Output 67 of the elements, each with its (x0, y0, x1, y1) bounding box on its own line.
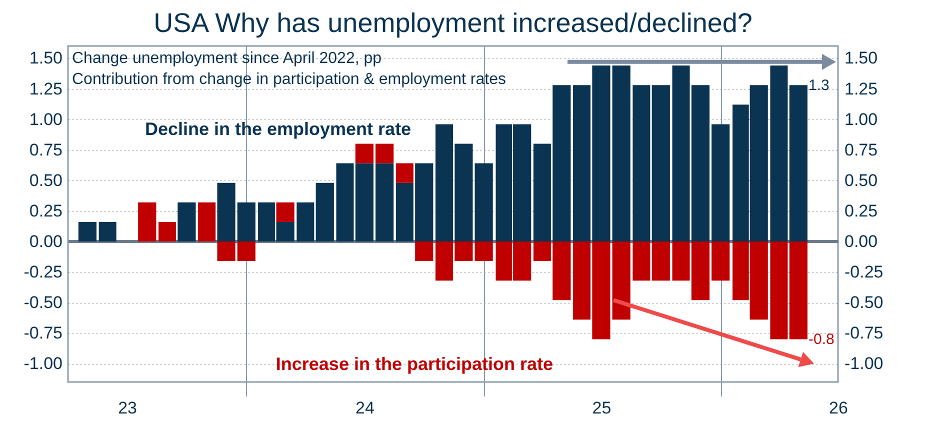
annotation: 1.3 (808, 77, 830, 94)
y2-tick-label: -0.25 (844, 262, 884, 282)
y-tick-label: -0.50 (24, 293, 62, 312)
text: Increase in the participation rate (276, 354, 553, 374)
bar (396, 163, 414, 183)
bar (217, 241, 236, 262)
bar (138, 202, 156, 242)
bar (376, 144, 394, 164)
bar (276, 202, 294, 222)
y-tick-label: -1.00 (24, 354, 62, 374)
bar (158, 222, 176, 242)
y-tick-label: 0.75 (29, 140, 62, 160)
bar (376, 163, 394, 242)
y2-tick-label: 0.00 (844, 232, 878, 251)
bar (712, 124, 730, 242)
bar (770, 241, 788, 340)
y-tick-label: -0.75 (24, 324, 62, 343)
y-tick-label: 0.00 (29, 232, 62, 251)
bar (415, 241, 434, 262)
y2-tick-label: 0.50 (844, 170, 878, 190)
y2-tick-label: 1.25 (844, 79, 878, 98)
bar (474, 163, 493, 242)
bar (198, 202, 216, 242)
bar (316, 182, 334, 242)
x-tick-label: 25 (592, 398, 612, 418)
y2-tick-label: -0.75 (844, 324, 884, 343)
bar (355, 163, 374, 242)
bar (217, 182, 236, 242)
chart-title: USA Why has unemployment increased/declined? (154, 8, 752, 38)
y2-tick-label: 1.50 (844, 48, 878, 68)
bar (474, 241, 493, 262)
bar (632, 85, 650, 242)
bar (652, 241, 670, 281)
bar (178, 202, 196, 242)
y2-tick-label: 0.75 (844, 140, 878, 160)
y-tick-label: 1.50 (29, 48, 62, 68)
bar (770, 66, 788, 242)
x-tick-label: 23 (118, 398, 137, 418)
bar (237, 241, 256, 262)
y-tick-label: 0.50 (29, 170, 62, 190)
bar (98, 222, 116, 242)
bar (789, 85, 808, 242)
bar (632, 241, 650, 281)
y-tick-label: 1.25 (29, 79, 62, 98)
y2-tick-label: 1.00 (844, 110, 878, 129)
bar (355, 144, 374, 164)
bar (237, 202, 256, 242)
x-tick-label: 24 (355, 398, 374, 418)
y-tick-label: 0.25 (29, 201, 62, 220)
bar (78, 222, 97, 242)
bar (296, 202, 314, 242)
bar (789, 241, 808, 340)
y-tick-label: 1.00 (29, 110, 62, 129)
bar (612, 66, 630, 242)
y2-tick-label: -1.00 (844, 354, 884, 374)
annotation: Change unemployment since April 2022, pp (72, 50, 382, 67)
y2-tick-label: -0.50 (844, 293, 884, 312)
annotation: -0.8 (808, 331, 834, 348)
y2-tick-label: 0.25 (844, 201, 878, 220)
bar (652, 85, 670, 242)
series-label: Decline in the employment rate (145, 119, 412, 139)
x-tick-label: 26 (829, 398, 848, 418)
bar (612, 241, 630, 320)
bar (336, 163, 354, 242)
bar (712, 241, 730, 281)
annotation: Contribution from change in participation & employment rates (72, 71, 506, 88)
y-tick-label: -0.25 (24, 262, 62, 282)
